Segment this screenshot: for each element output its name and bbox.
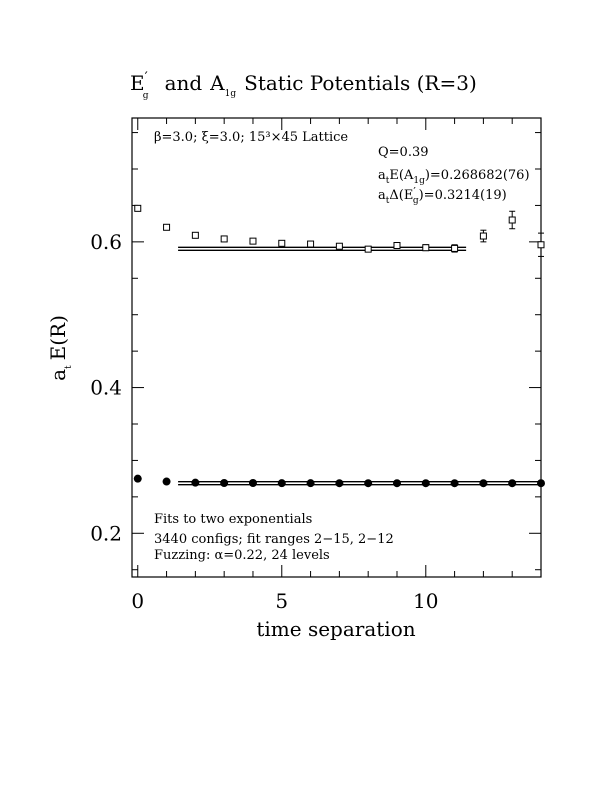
point-circle [537,479,545,488]
title-e-prime: ′ [145,70,148,86]
point-circle [277,479,286,488]
plot-frame [131,117,542,578]
y-label-rest: E(R) [46,315,70,360]
point-square [508,216,516,224]
chart-title: E′ g and A1g Static Potentials (R=3) [130,70,477,101]
y-label-sub: t [64,365,74,369]
annotation-a1g-energy: atE(A1g)=0.268682(76) [378,168,530,186]
point-circle [335,479,344,488]
point-square [422,244,430,252]
point-circle [479,479,488,488]
point-circle [248,479,257,488]
point-square [451,244,459,252]
point-circle [508,479,517,488]
x-tick-label: 10 [413,589,438,613]
title-and: and [165,71,203,95]
point-circle [191,478,200,487]
y-tick-label: 0.2 [90,521,122,545]
point-square [134,204,142,212]
annotation-lattice: β=3.0; ξ=3.0; 15³×45 Lattice [154,130,348,145]
annotation-fuzzing: Fuzzing: α=0.22, 24 levels [154,548,330,563]
point-square [249,237,257,245]
fit-lines [178,246,541,486]
x-tick-label: 5 [275,589,288,613]
point-circle [220,479,229,488]
annotation-configs: 3440 configs; fit ranges 2−15, 2−12 [154,532,394,547]
y-axis-label: at E(R) [46,315,74,381]
y-tick-label: 0.6 [90,230,122,254]
point-square [393,242,401,249]
point-square [364,245,372,253]
x-tick-label: 0 [131,589,144,613]
point-square [479,232,487,240]
point-square [307,240,315,248]
y-tick-label: 0.4 [90,376,122,400]
axis-ticks [132,118,542,577]
point-circle [133,474,142,483]
title-rest: Static Potentials (R=3) [244,71,477,95]
title-a-sub: 1g [225,89,237,99]
point-circle [364,479,373,488]
axis-tick-labels: 0 5 10 0.2 0.4 0.6 [90,230,438,613]
point-square [278,239,286,247]
point-square [163,223,171,231]
data-points [133,204,545,488]
annotation-eg-gap: atΔ(E′ g)=0.3214(19) [378,185,507,206]
point-circle [392,479,401,488]
point-square [220,235,228,243]
annotation-q: Q=0.39 [378,145,429,160]
title-e-sub: g [143,91,149,101]
y-label-a: a [46,369,70,381]
point-circle [450,479,459,488]
title-e: E [130,71,145,95]
point-circle [306,479,315,488]
x-axis-label: time separation [256,617,415,641]
annotation-fits: Fits to two exponentials [154,512,312,527]
point-square [191,231,199,239]
point-circle [162,477,171,486]
point-square [335,242,343,250]
point-circle [421,479,430,488]
title-a: A [209,71,225,95]
point-square [537,241,545,249]
